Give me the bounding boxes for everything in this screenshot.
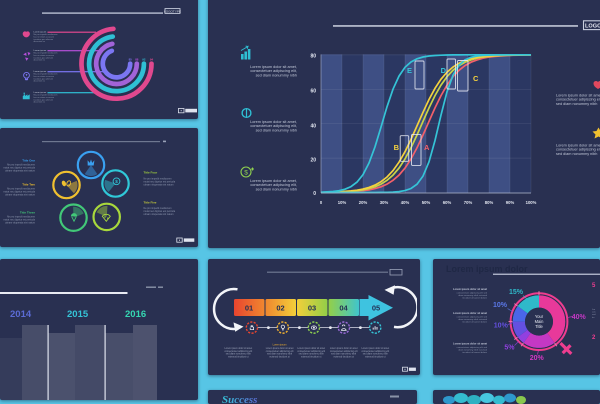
svg-text:E: E <box>407 66 412 75</box>
svg-text:consectetuer adipiscing elit: consectetuer adipiscing elit <box>297 350 325 353</box>
svg-text:2: 2 <box>592 335 596 341</box>
svg-text:2014: 2014 <box>10 309 32 320</box>
svg-text:dissentiet ex: dissentiet ex <box>34 59 45 62</box>
svg-text:tin: tin <box>592 316 595 319</box>
svg-text:consectetuer adipiscing elit s: consectetuer adipiscing elit sed <box>457 291 488 294</box>
svg-text:40: 40 <box>310 124 316 130</box>
svg-text:sed diam nonummy nibh: sed diam nonummy nibh <box>299 354 325 356</box>
svg-text:04: 04 <box>339 304 348 313</box>
svg-text:88: 88 <box>135 58 139 62</box>
svg-text:utinam vituperata sint natum: utinam vituperata sint natum <box>5 194 35 197</box>
svg-text:60: 60 <box>310 89 316 95</box>
svg-text:sed diam nonummy nibh: sed diam nonummy nibh <box>256 73 297 77</box>
svg-text:30%: 30% <box>380 200 389 205</box>
svg-text:Lorem ipsum dolor sit amet: Lorem ipsum dolor sit amet <box>224 347 252 350</box>
svg-text:01: 01 <box>245 304 253 313</box>
svg-text:90%: 90% <box>506 200 515 205</box>
svg-text:tincidunt ut laoreet dolore: tincidunt ut laoreet dolore <box>462 321 487 324</box>
svg-text:80: 80 <box>310 54 316 60</box>
svg-text:70%: 70% <box>464 200 473 205</box>
svg-text:20%: 20% <box>530 355 545 362</box>
svg-text:Lorem ipsum dolor sit amet: Lorem ipsum dolor sit amet <box>297 347 325 350</box>
svg-text:05: 05 <box>372 304 380 313</box>
svg-text:A: A <box>424 143 430 152</box>
svg-text:consectetuer adipiscing elit: consectetuer adipiscing elit <box>362 350 390 353</box>
svg-text:euismod tincidunt ut: euismod tincidunt ut <box>333 355 354 358</box>
svg-text:Lorem ipsum dolor sit amet: Lorem ipsum dolor sit amet <box>453 342 487 346</box>
svg-text:LOGOT: LOGOT <box>585 24 600 30</box>
svg-text:100%: 100% <box>526 200 537 205</box>
svg-text:utinam vituperata sint natum: utinam vituperata sint natum <box>5 222 35 225</box>
svg-text:euismod tincidunt ut: euismod tincidunt ut <box>301 355 322 358</box>
svg-text:sed diam nonummy nibh: sed diam nonummy nibh <box>256 128 297 132</box>
svg-text:tincidunt ut laoreet dolore: tincidunt ut laoreet dolore <box>462 351 487 354</box>
svg-text:10%: 10% <box>493 302 508 309</box>
svg-text:sed diam nonummy nibh: sed diam nonummy nibh <box>363 354 389 356</box>
svg-text:Success: Success <box>222 394 257 404</box>
svg-text:92: 92 <box>142 58 146 62</box>
svg-text:Lor: Lor <box>592 308 595 311</box>
svg-text:85: 85 <box>129 58 133 62</box>
svg-text:C: C <box>473 74 479 83</box>
svg-text:15%: 15% <box>509 289 524 296</box>
svg-text:tincidunt ut laoreet dolore: tincidunt ut laoreet dolore <box>462 297 487 300</box>
svg-text:sed diam nonummy nibh: sed diam nonummy nibh <box>556 102 597 106</box>
svg-text:Title Two: Title Two <box>22 183 35 187</box>
svg-text:2015: 2015 <box>67 309 89 320</box>
svg-text:LOGOTYPE: LOGOTYPE <box>164 10 181 14</box>
svg-text:Lorem ipsum dolor sit amet: Lorem ipsum dolor sit amet <box>453 311 487 315</box>
svg-text:20: 20 <box>310 158 316 164</box>
svg-text:10%: 10% <box>494 323 509 330</box>
svg-text:consectetuer adipiscing elit s: consectetuer adipiscing elit sed <box>457 315 488 318</box>
svg-text:5: 5 <box>592 283 596 289</box>
svg-text:$: $ <box>244 170 248 177</box>
svg-text:D: D <box>441 66 447 75</box>
svg-text:utinam vituperata sint natum: utinam vituperata sint natum <box>144 184 174 187</box>
svg-text:0: 0 <box>313 191 316 197</box>
svg-text:sed diam nonummy nibh: sed diam nonummy nibh <box>331 354 357 356</box>
svg-text:80%: 80% <box>485 200 494 205</box>
svg-text:consectetuer adipiscing elit: consectetuer adipiscing elit <box>225 350 253 353</box>
svg-text:utinam vituperata sint natum: utinam vituperata sint natum <box>144 213 174 216</box>
svg-text:euismod tincidunt ut: euismod tincidunt ut <box>269 355 290 358</box>
svg-text:94: 94 <box>150 58 154 62</box>
svg-text:Title: Title <box>535 324 543 329</box>
svg-text:40%: 40% <box>572 314 587 321</box>
svg-text:Title One: Title One <box>22 159 35 163</box>
svg-text:Lorem ipsum: Lorem ipsum <box>273 344 287 347</box>
svg-text:consectetuer adipiscing elit s: consectetuer adipiscing elit sed <box>457 346 488 349</box>
svg-text:Lorem ipsum dolor: Lorem ipsum dolor <box>446 264 528 274</box>
svg-text:sed diam nonummy nibh: sed diam nonummy nibh <box>267 354 293 356</box>
svg-text:sed diam nonummy nibh: sed diam nonummy nibh <box>256 187 297 191</box>
svg-text:Title Five: Title Five <box>144 201 157 205</box>
svg-text:consectetuer adipiscing elit: consectetuer adipiscing elit <box>266 350 294 353</box>
svg-text:20%: 20% <box>359 200 368 205</box>
svg-text:euismod tincidunt ut: euismod tincidunt ut <box>228 355 249 358</box>
svg-text:dissentiet ex: dissentiet ex <box>34 80 45 83</box>
svg-text:Lorem ipsum dolor sit amet: Lorem ipsum dolor sit amet <box>453 287 487 291</box>
svg-text:$: $ <box>115 179 118 184</box>
svg-text:consectetuer adipiscing elit: consectetuer adipiscing elit <box>330 350 358 353</box>
svg-text:Lorem ipsum dolor sit amet: Lorem ipsum dolor sit amet <box>330 347 358 350</box>
svg-text:10%: 10% <box>338 200 347 205</box>
svg-text:03: 03 <box>308 304 316 313</box>
svg-text:sed diam nonummy nibh: sed diam nonummy nibh <box>226 354 252 356</box>
svg-text:Title Three: Title Three <box>20 211 35 215</box>
svg-text:dissentiet ex: dissentiet ex <box>34 40 45 43</box>
svg-text:B: B <box>394 143 400 152</box>
svg-text:5%: 5% <box>504 345 515 352</box>
svg-text:Lorem ipsum dolor sit amet: Lorem ipsum dolor sit amet <box>361 347 389 350</box>
svg-text:60%: 60% <box>443 200 452 205</box>
svg-text:euismod tincidunt ut: euismod tincidunt ut <box>365 355 386 358</box>
svg-text:dissentiet ex: dissentiet ex <box>34 101 45 104</box>
svg-text:2016: 2016 <box>125 309 146 320</box>
svg-text:0: 0 <box>320 200 323 205</box>
svg-text:sed diam nonummy nibh: sed diam nonummy nibh <box>556 152 597 156</box>
svg-text:utinam vituperata sint natum: utinam vituperata sint natum <box>5 170 35 173</box>
svg-text:Title Four: Title Four <box>144 171 158 175</box>
svg-text:02: 02 <box>276 304 284 313</box>
svg-text:40%: 40% <box>401 200 410 205</box>
svg-text:50%: 50% <box>422 200 431 205</box>
svg-text:Lorem ipsum dolor sit amet: Lorem ipsum dolor sit amet <box>266 347 294 350</box>
